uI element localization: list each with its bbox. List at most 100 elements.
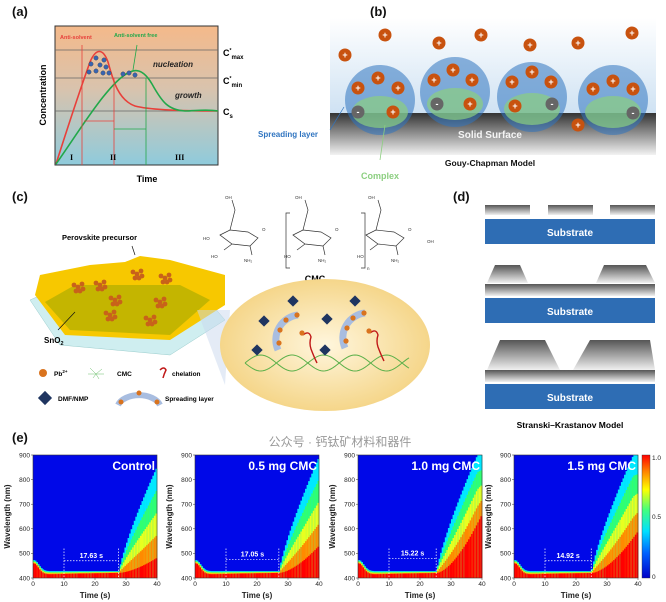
heatmap-column: [634, 455, 637, 578]
heatmap-cell: [521, 571, 524, 578]
heatmap-cell: [87, 573, 90, 578]
heatmap-cell: [531, 574, 533, 578]
heatmap-cell: [213, 574, 216, 578]
heatmap-cell: [196, 564, 199, 578]
x-tick-label: 40: [478, 581, 486, 588]
spreading-layer-label: Spreading layer: [258, 130, 318, 139]
heatmap-cell: [597, 571, 600, 578]
heatmap-column: [605, 521, 608, 578]
heatmap-cell: [579, 573, 581, 578]
heatmap-cell: [57, 574, 60, 578]
heatmap-cell: [84, 573, 86, 578]
heatmap-cell: [480, 516, 483, 578]
heatmap-column: [235, 571, 238, 578]
heatmap-column: [127, 538, 130, 578]
heatmap-cell: [270, 573, 273, 578]
heatmap-column: [274, 571, 276, 578]
heatmap-column: [138, 508, 141, 578]
heatmap-column: [250, 571, 253, 578]
heatmap-column: [582, 571, 585, 578]
heatmap-cell: [636, 532, 639, 578]
heatmap-cell: [99, 573, 102, 578]
substrate-3: [485, 384, 655, 409]
heatmap-column: [443, 542, 446, 578]
heatmap-cell: [115, 572, 117, 578]
heatmap-column: [146, 489, 148, 578]
heatmap-column: [382, 571, 385, 578]
dmf-nmp-diamond-icon: [349, 295, 361, 307]
heatmap-cell: [130, 570, 133, 578]
heatmap-cell: [241, 573, 244, 578]
heatmap-cell: [280, 572, 283, 578]
heatmap-cell: [85, 573, 88, 578]
heatmap-column: [458, 498, 461, 578]
dmf-nmp-diamond-icon: [251, 344, 263, 356]
heatmap-column: [39, 566, 42, 578]
heatmap-column: [430, 571, 433, 578]
heatmap-column: [155, 468, 158, 578]
heatmap-column: [444, 537, 447, 578]
x-tick-label: 30: [603, 581, 611, 588]
heatmap-cell: [611, 561, 614, 578]
heatmap-cell: [81, 573, 83, 578]
legend-pb: Pb2+: [54, 369, 68, 378]
svg-text:+: +: [630, 84, 635, 94]
heatmap-cell: [314, 549, 317, 578]
heatmap-column: [238, 571, 241, 578]
heatmap-cell: [297, 550, 300, 578]
y-tick-label: 400: [19, 575, 30, 582]
heatmap-cell: [472, 531, 475, 578]
zoom-cone: [197, 310, 230, 385]
y-axis-title: Concentration: [38, 64, 48, 125]
heatmap-cell: [437, 572, 439, 578]
heatmap-column: [232, 571, 235, 578]
heatmap-column: [33, 560, 35, 578]
heatmap-cell: [288, 561, 290, 578]
heatmap-column: [195, 560, 197, 578]
y-tick-label: 900: [181, 452, 192, 459]
heatmap-cell: [443, 569, 446, 578]
heatmap-cell: [149, 542, 152, 578]
heatmap-column: [523, 569, 526, 578]
heatmap-cell: [141, 565, 144, 578]
sno2-label: SnO2: [44, 336, 64, 347]
heatmap-cell: [124, 565, 127, 578]
heatmap-cell: [461, 549, 464, 578]
heatmap-cell: [603, 567, 606, 578]
growth-label: growth: [174, 91, 202, 100]
heatmap-cell: [257, 573, 259, 578]
heatmap-column: [469, 471, 472, 578]
heatmap-column: [576, 571, 578, 578]
heatmap-cell: [527, 574, 530, 578]
chem-atom-label: OH: [368, 195, 375, 200]
heatmap-column: [579, 571, 581, 578]
heatmap-column: [441, 547, 444, 578]
stage-2: II: [110, 153, 116, 162]
heatmap-column: [263, 571, 266, 578]
heatmap-cell: [563, 573, 566, 578]
heatmap-cell: [301, 561, 304, 578]
heatmap-column: [460, 494, 463, 578]
heatmap-cell: [624, 548, 626, 578]
heatmap-cell: [458, 553, 461, 578]
heatmap-cell: [218, 574, 221, 578]
cation-icon: +: [626, 82, 640, 96]
heatmap-cell: [130, 560, 133, 578]
heatmap-cell: [105, 573, 108, 578]
heatmap-cell: [54, 574, 57, 578]
heatmap-cell: [129, 561, 131, 578]
heatmap-column: [569, 571, 572, 578]
heatmap-column: [34, 560, 37, 578]
heatmap-column: [96, 571, 99, 578]
heatmap-column: [416, 571, 419, 578]
heatmap-cell: [446, 567, 449, 578]
heatmap-column: [67, 571, 69, 578]
heatmap-column: [85, 571, 88, 578]
x-axis-title: Time: [137, 174, 158, 184]
heatmap-cell: [67, 573, 69, 578]
heatmap-cell: [37, 567, 40, 578]
heatmap-column: [364, 566, 367, 578]
heatmap-cell: [523, 572, 526, 578]
heatmap-column: [620, 482, 623, 578]
